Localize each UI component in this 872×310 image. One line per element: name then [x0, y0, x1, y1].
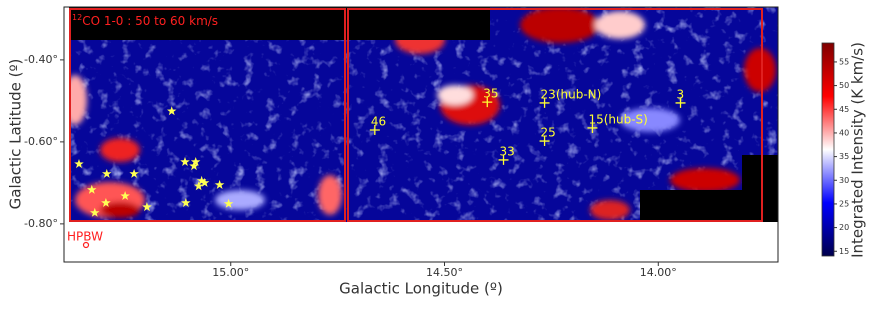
star-marker — [214, 179, 225, 189]
colorbar-tick-label: 25 — [839, 199, 849, 208]
source-cross — [675, 97, 686, 108]
star-marker — [90, 207, 100, 217]
star-marker — [74, 159, 84, 169]
star-marker — [167, 106, 177, 116]
x-tick-label: 14.00° — [640, 266, 677, 279]
region-box — [347, 8, 763, 222]
y-tick-label: -0.40° — [24, 53, 58, 66]
y-axis-label: Galactic Latitude (º) — [7, 59, 25, 210]
colorbar — [821, 42, 835, 257]
source-label: 46 — [371, 114, 386, 128]
colorbar-tick-label: 20 — [839, 223, 849, 232]
x-tick-label: 14.50° — [426, 266, 463, 279]
source-cross — [482, 97, 493, 108]
star-marker — [142, 202, 152, 212]
star-marker — [101, 198, 111, 207]
source-cross — [539, 136, 550, 147]
beam-label: HPBW — [67, 230, 103, 244]
colorbar-tick-label: 50 — [839, 81, 849, 90]
star-marker — [87, 184, 97, 194]
y-tick-label: -0.80° — [24, 217, 58, 230]
star-marker — [196, 175, 207, 185]
colorbar-label: Integrated Intensity (K km/s) — [849, 42, 867, 258]
star-marker — [223, 198, 234, 208]
source-cross — [587, 122, 598, 133]
title-text: CO 1-0 : 50 to 60 km/s — [82, 14, 218, 28]
source-label: 3 — [677, 87, 685, 101]
star-marker — [120, 191, 130, 200]
no-data — [64, 222, 778, 262]
source-cross — [498, 154, 509, 165]
source-label: 33 — [500, 144, 515, 158]
star-marker — [193, 181, 204, 191]
source-label: 25 — [541, 126, 556, 140]
colorbar-tick-label: 40 — [839, 128, 849, 137]
source-cross — [369, 124, 380, 135]
plot-frame — [63, 6, 779, 263]
source-label: 23(hub-N) — [541, 87, 602, 101]
no-data — [64, 7, 490, 40]
source-label: 15(hub-S) — [588, 112, 647, 126]
no-data — [742, 155, 778, 222]
colorbar-tick-label: 30 — [839, 176, 849, 185]
star-marker — [189, 161, 199, 171]
star-marker — [199, 177, 210, 187]
emission — [64, 7, 776, 220]
colorbar-tick-label: 35 — [839, 152, 849, 161]
beam-circle — [82, 241, 90, 249]
region-box — [69, 8, 346, 222]
star-marker — [181, 198, 191, 207]
star-marker — [180, 157, 190, 166]
star-marker — [102, 168, 112, 178]
title-sup: 12 — [72, 13, 82, 22]
x-tick-label: 15.00° — [212, 266, 249, 279]
y-tick-label: -0.60° — [24, 135, 58, 148]
no-data — [64, 7, 69, 222]
star-marker — [129, 168, 139, 178]
source-label: 35 — [483, 87, 498, 101]
map-image — [64, 7, 778, 262]
map-title: 12CO 1-0 : 50 to 60 km/s — [72, 13, 218, 28]
colorbar-tick-label: 15 — [839, 247, 849, 256]
colorbar-tick-label: 45 — [839, 105, 849, 114]
star-marker — [190, 157, 201, 166]
source-cross — [539, 97, 550, 108]
x-axis-label: Galactic Longitude (º) — [339, 280, 503, 298]
colorbar-tick-label: 55 — [839, 57, 849, 66]
